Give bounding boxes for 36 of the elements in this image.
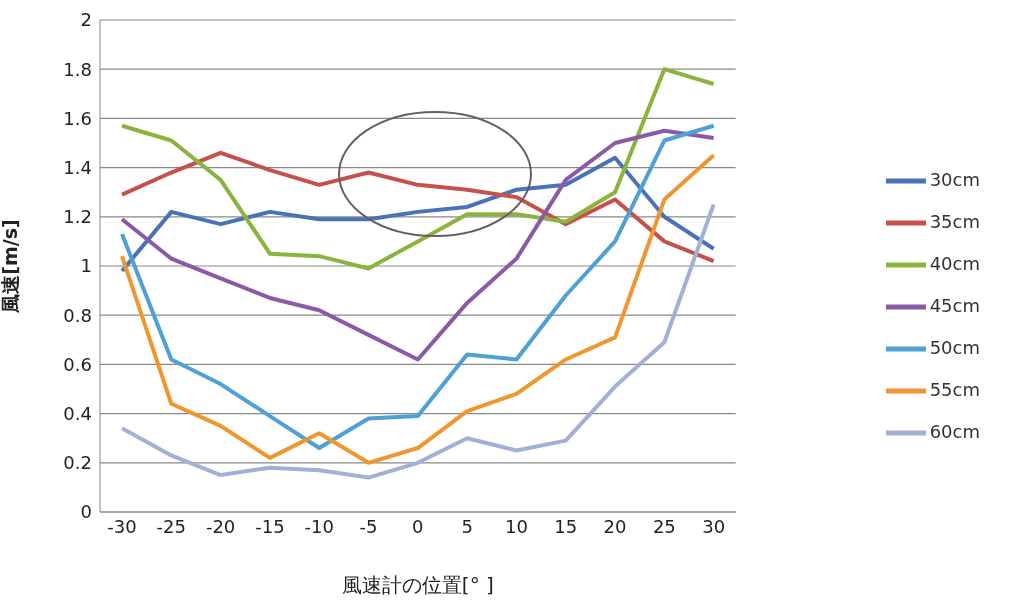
- x-tick-label: 30: [702, 515, 726, 537]
- legend-label: 35cm: [929, 211, 980, 232]
- y-tick-label: 1.4: [63, 156, 92, 178]
- y-tick-label: 0.4: [63, 402, 92, 424]
- x-tick-label: -15: [255, 515, 285, 537]
- x-tick-label: -20: [205, 515, 236, 537]
- line-series: [120, 202, 716, 480]
- x-tick-label: -25: [156, 515, 187, 537]
- x-tick-label: -30: [107, 515, 137, 537]
- y-axis-title: 風速[m/s]: [0, 219, 21, 314]
- legend-label: 40cm: [929, 253, 980, 274]
- legend-label: 50cm: [929, 337, 980, 358]
- y-tick-label: 1.6: [63, 107, 92, 129]
- y-tick-label: 0: [80, 501, 92, 523]
- y-tick-label: 1.2: [63, 206, 92, 228]
- x-tick-label: 0: [412, 515, 424, 537]
- legend-label: 30cm: [929, 169, 980, 190]
- legend-label: 45cm: [929, 295, 980, 316]
- y-tick-label: 2: [80, 9, 92, 31]
- legend-label: 55cm: [929, 379, 980, 400]
- x-tick-label: 15: [554, 515, 578, 537]
- x-tick-label: 10: [504, 515, 528, 537]
- x-tick-label: -5: [359, 515, 378, 537]
- line-series: [120, 67, 716, 271]
- x-tick-label: 20: [603, 515, 627, 537]
- line-series: [120, 128, 716, 362]
- x-tick-label: 25: [652, 515, 676, 537]
- y-tick-label: 0.6: [63, 353, 92, 375]
- y-tick-label: 0.8: [63, 304, 92, 326]
- legend-label: 60cm: [929, 421, 980, 442]
- x-axis-title: 風速計の位置[° ]: [341, 573, 494, 597]
- y-tick-label: 1.8: [63, 58, 92, 80]
- x-tick-label: 5: [461, 515, 473, 537]
- x-tick-label: -10: [304, 515, 334, 537]
- y-tick-label: 1: [80, 255, 92, 277]
- y-tick-label: 0.2: [63, 452, 92, 474]
